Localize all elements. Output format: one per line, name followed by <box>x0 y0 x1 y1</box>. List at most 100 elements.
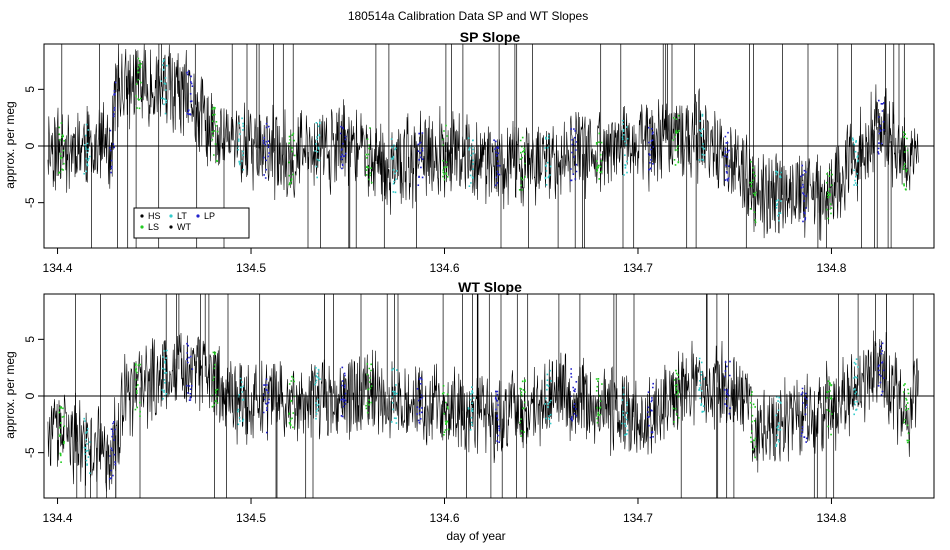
wt-slope-calibration-points <box>775 396 782 447</box>
wt-slope-calibration-points <box>211 351 219 408</box>
wt-slope-calibration-points <box>672 369 680 423</box>
sp-slope-calibration-points <box>339 125 347 170</box>
wt-slope-calibration-points <box>698 357 706 413</box>
sp-slope-calibration-points <box>749 161 757 224</box>
wt-slope-calibration-points <box>391 367 398 424</box>
sp-slope-xtick-label: 134.4 <box>43 261 73 275</box>
wt-slope-ytick-label: 5 <box>23 336 37 343</box>
sp-slope-calibration-points <box>800 164 807 223</box>
sp-slope-calibration-points <box>775 170 782 222</box>
wt-slope-xtick-label: 134.6 <box>429 511 459 525</box>
sp-slope-calibration-points <box>135 57 142 110</box>
sp-slope-ytick-label: -5 <box>23 197 37 208</box>
sp-slope-calibration-points <box>211 106 219 162</box>
wt-slope-calibration-points <box>467 386 475 431</box>
wt-slope-xtick-label: 134.8 <box>816 511 846 525</box>
wt-slope-calibration-points <box>58 406 66 463</box>
sp-slope-plot-area: 134.4 134.5 134.6 134.7 134.8 -5 0 5 <box>23 43 935 275</box>
sp-slope-calibration-points <box>851 137 859 186</box>
sp-slope-calibration-points <box>621 119 629 176</box>
wt-slope-calibration-points <box>544 369 552 425</box>
wt-slope-calibration-points <box>647 382 654 439</box>
sp-slope-calibration-points <box>186 70 194 116</box>
sp-slope-xtick-label: 134.6 <box>429 261 459 275</box>
sp-slope-spikes <box>61 44 905 248</box>
sp-slope-calibration-points <box>237 117 245 171</box>
sp-slope-calibration-points <box>826 169 833 220</box>
wt-slope-calibration-points <box>262 378 270 434</box>
wt-slope-spikes <box>75 294 914 498</box>
wt-slope-calibration-points <box>314 367 321 420</box>
wt-slope-calibration-points <box>595 378 603 424</box>
legend-marker-ls <box>140 225 144 229</box>
legend-label-lt: LT <box>177 211 187 221</box>
legend-label-lp: LP <box>204 211 215 221</box>
legend-label-wt: WT <box>177 222 191 232</box>
sp-slope-calibration-points <box>724 131 730 182</box>
wt-slope-panel: WT Slope approx. per meg day of year 134… <box>3 279 935 543</box>
sp-slope-calibration-points <box>288 132 296 186</box>
sp-slope-calibration-points <box>442 124 449 181</box>
sp-slope-title: SP Slope <box>460 29 521 45</box>
wt-slope-xtick-label: 134.5 <box>236 511 266 525</box>
sp-slope-calibration-points <box>160 59 168 115</box>
sp-slope-calibration-points <box>417 132 424 186</box>
sp-slope-calibration-points <box>698 113 706 161</box>
sp-slope-calibration-points <box>518 136 526 191</box>
legend-marker-wt <box>169 225 173 229</box>
sp-slope-xtick-label: 134.8 <box>816 261 846 275</box>
sp-slope-calibration-points <box>314 121 321 179</box>
wt-slope-calibration-points <box>109 421 117 480</box>
wt-slope-calibration-points <box>494 390 501 443</box>
wt-slope-trace <box>47 330 919 492</box>
legend-marker-lp <box>196 214 200 218</box>
sp-slope-ytick-label: 5 <box>23 86 37 93</box>
wt-slope-calibration-points <box>621 386 629 436</box>
sp-slope-calibration-points <box>109 81 117 174</box>
wt-slope-xlabel: day of year <box>446 529 505 543</box>
sp-slope-calibration-points <box>58 122 65 174</box>
legend-marker-lt <box>169 214 173 218</box>
sp-slope-xtick-label: 134.5 <box>236 261 266 275</box>
legend-marker-hs <box>140 214 144 218</box>
wt-slope-xtick-label: 134.7 <box>623 511 653 525</box>
wt-slope-calibration-points <box>877 342 885 396</box>
wt-slope-calibration-points <box>800 387 808 443</box>
sp-slope-calibration-points <box>544 134 552 186</box>
wt-slope-ytick-label: -5 <box>23 447 37 458</box>
wt-slope-calibration-points <box>340 366 347 418</box>
wt-slope-calibration-points <box>902 383 910 444</box>
wt-slope-plot-area: 134.4 134.5 134.6 134.7 134.8 -5 0 5 <box>23 293 935 525</box>
wt-slope-calibration-points <box>749 391 757 459</box>
wt-slope-data-layer <box>47 294 919 498</box>
wt-slope-xtick-label: 134.4 <box>43 511 73 525</box>
wt-slope-calibration-points <box>416 377 424 424</box>
sp-slope-legend: HS LT LP LS WT <box>133 207 250 239</box>
wt-slope-calibration-points <box>519 379 526 437</box>
figure-title: 180514a Calibration Data SP and WT Slope… <box>348 9 588 23</box>
sp-slope-calibration-points <box>595 132 603 180</box>
sp-slope-calibration-points <box>877 99 885 155</box>
sp-slope-ytick-label: 0 <box>23 142 37 149</box>
sp-slope-trace <box>47 44 919 241</box>
sp-slope-calibration-points <box>467 137 475 187</box>
sp-slope-panel: SP Slope approx. per meg 134.4 134.5 134.6… <box>3 29 935 275</box>
wt-slope-calibration-points <box>186 342 194 401</box>
wt-slope-calibration-points <box>83 417 91 474</box>
wt-slope-calibration-points <box>441 385 450 436</box>
wt-slope-title: WT Slope <box>458 279 522 295</box>
wt-slope-calibration-points <box>365 363 373 414</box>
wt-slope-ytick-label: 0 <box>23 392 37 399</box>
legend-label-hs: HS <box>148 211 161 221</box>
legend-box <box>133 207 250 239</box>
sp-slope-calibration-points <box>365 127 373 184</box>
sp-slope-calibration-points <box>262 122 270 179</box>
wt-slope-calibration-points <box>134 363 141 417</box>
sp-slope-ylabel: approx. per meg <box>3 101 17 188</box>
sp-slope-calibration-points <box>648 126 654 171</box>
legend-label-ls: LS <box>148 222 159 232</box>
sp-slope-calibration-points <box>569 128 578 182</box>
sp-slope-data-layer <box>47 44 919 248</box>
wt-slope-calibration-points <box>288 375 296 429</box>
